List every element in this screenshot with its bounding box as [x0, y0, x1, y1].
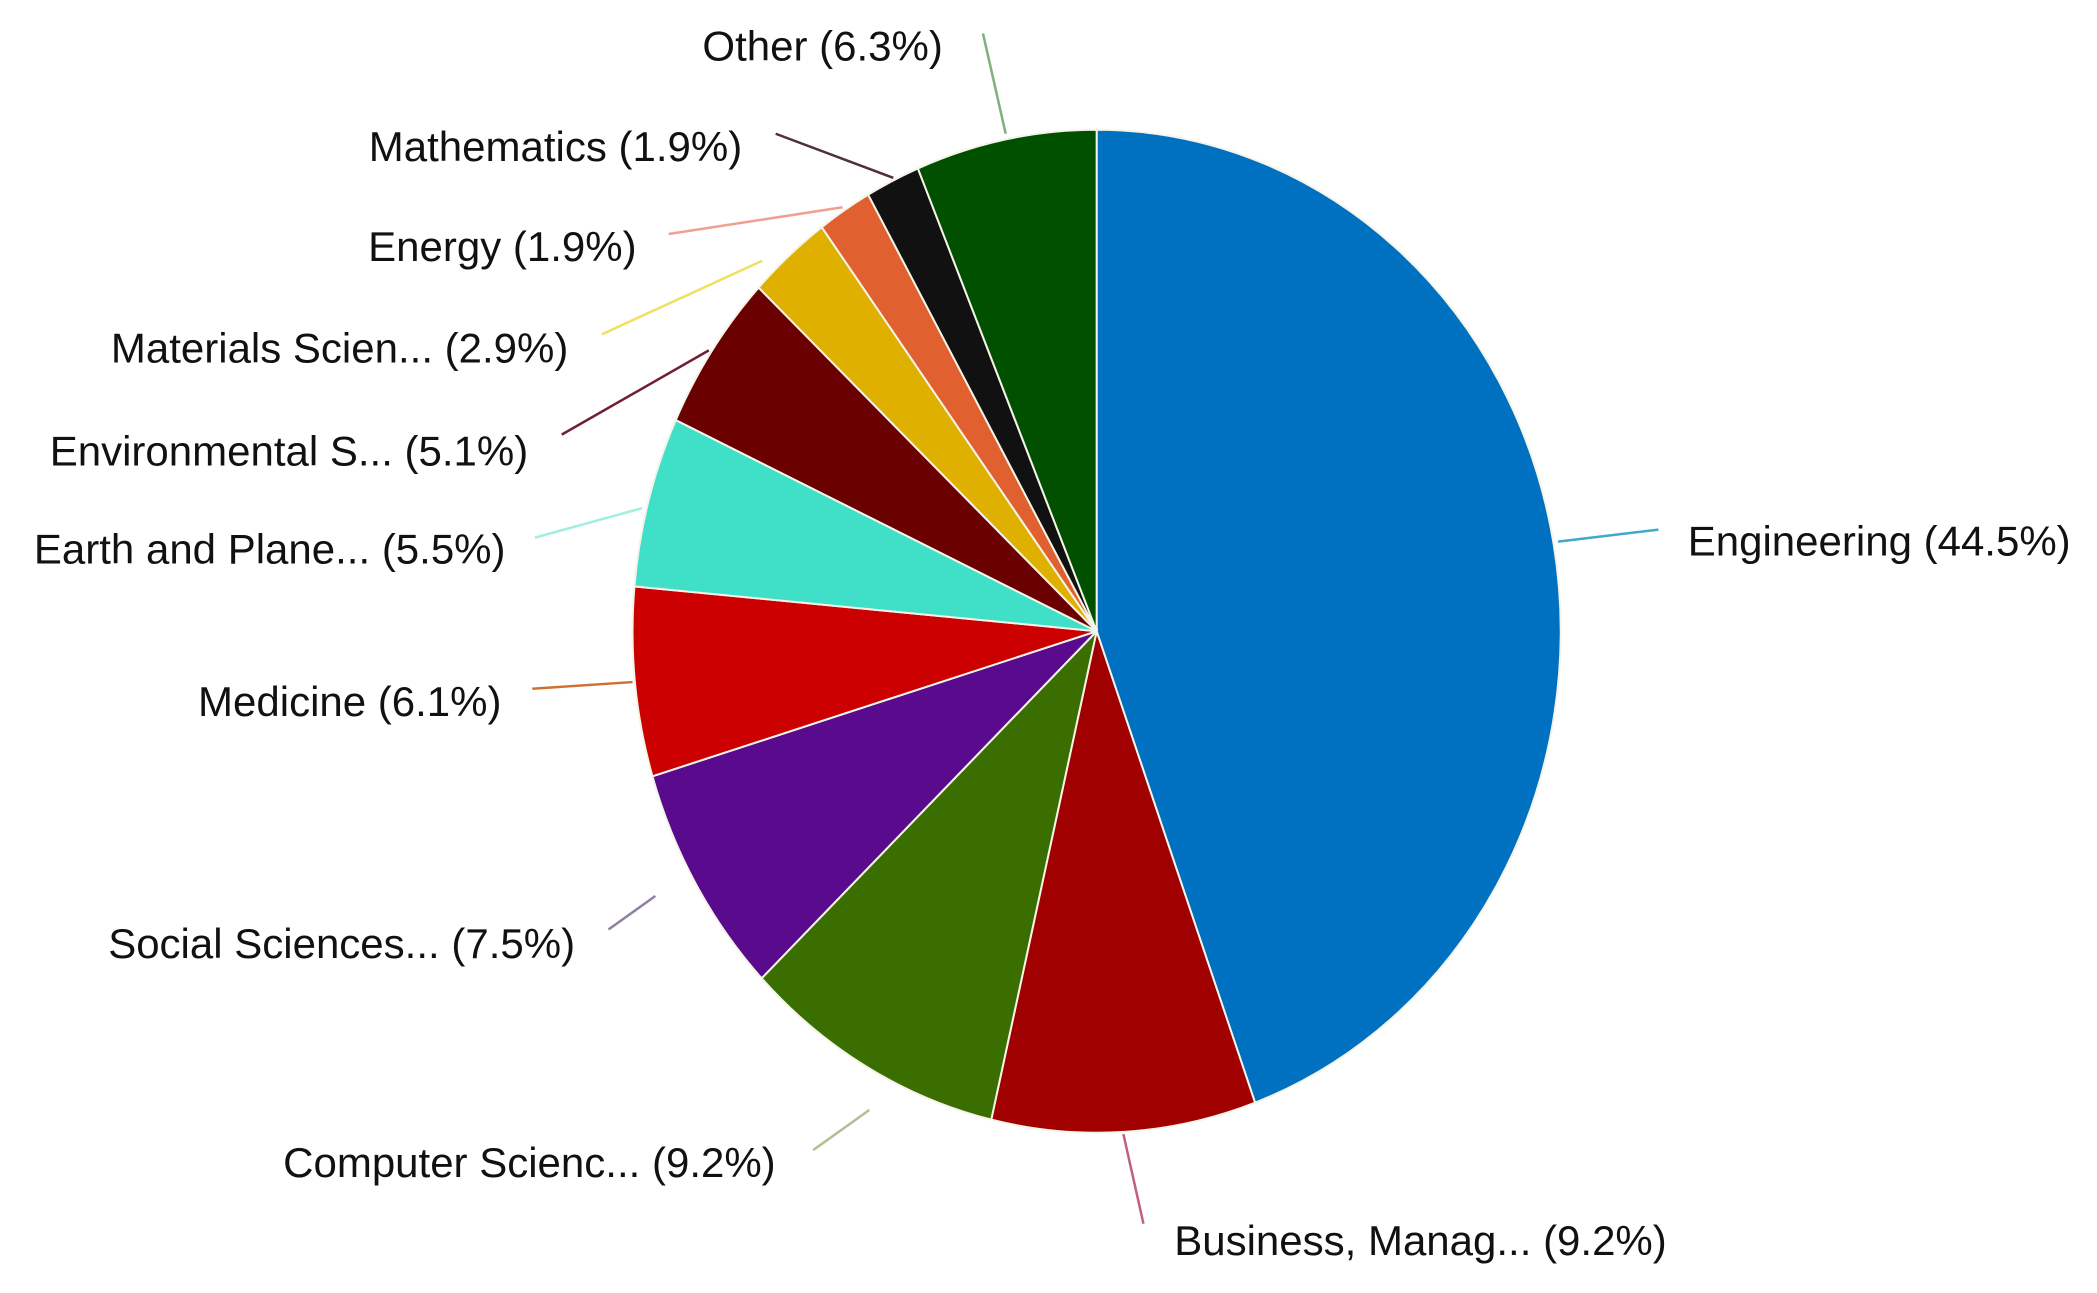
- value-label: (7.5%): [451, 920, 575, 967]
- leader-line: [534, 506, 643, 539]
- value-label: (1.9%): [619, 123, 743, 170]
- value-label: (6.1%): [378, 678, 502, 725]
- leader-line: [1557, 528, 1659, 543]
- category-label: Medicine: [198, 678, 366, 725]
- leader-line: [1122, 1133, 1145, 1224]
- slice-label: Business, Manag... (9.2%): [1174, 1217, 1667, 1264]
- leader-line: [812, 1109, 871, 1152]
- category-label: Energy: [368, 223, 501, 270]
- category-label: Environmental S...: [50, 428, 393, 475]
- category-label: Business, Manag...: [1174, 1217, 1531, 1264]
- leader-line: [532, 680, 633, 690]
- value-label: (9.2%): [1543, 1217, 1667, 1264]
- category-label: Mathematics: [369, 123, 607, 170]
- pie-slice: [990, 627, 1257, 1134]
- value-label: (9.2%): [652, 1139, 776, 1186]
- pie-slice: [631, 585, 1097, 778]
- slice-label: Social Sciences... (7.5%): [108, 920, 575, 967]
- pie-slice: [1095, 128, 1562, 1104]
- leader-line: [607, 895, 657, 931]
- value-label: (1.9%): [513, 223, 637, 270]
- slice-label: Other (6.3%): [702, 23, 942, 70]
- leader-line: [668, 206, 843, 236]
- value-label: (5.5%): [382, 525, 506, 572]
- leader-line: [601, 259, 763, 336]
- pie-slice: [916, 128, 1098, 632]
- category-label: Materials Scien...: [111, 325, 433, 372]
- pie-slice: [674, 286, 1098, 633]
- leader-line: [981, 33, 1007, 135]
- pie-slice: [760, 628, 1099, 1121]
- slice-label: Computer Scienc... (9.2%): [283, 1139, 776, 1186]
- value-label: (44.5%): [1924, 517, 2071, 564]
- value-label: (6.3%): [819, 23, 943, 70]
- slice-label: Earth and Plane... (5.5%): [34, 525, 506, 572]
- slice-label: Environmental S... (5.1%): [50, 428, 529, 475]
- slice-label: Materials Scien... (2.9%): [111, 325, 569, 372]
- leader-line: [775, 132, 894, 180]
- slice-label: Mathematics (1.9%): [369, 123, 742, 170]
- value-label: (2.9%): [445, 325, 569, 372]
- category-label: Engineering: [1688, 517, 1912, 564]
- category-label: Social Sciences...: [108, 920, 440, 967]
- pie-slice: [633, 418, 1098, 633]
- value-label: (5.1%): [405, 428, 529, 475]
- slice-label: Engineering (44.5%): [1688, 517, 2071, 564]
- slice-label: Energy (1.9%): [368, 223, 636, 270]
- category-label: Earth and Plane...: [34, 525, 370, 572]
- slice-label: Medicine (6.1%): [198, 678, 501, 725]
- category-label: Computer Scienc...: [283, 1139, 640, 1186]
- leader-line: [561, 349, 710, 436]
- category-label: Other: [702, 23, 807, 70]
- pie-slice: [651, 630, 1098, 980]
